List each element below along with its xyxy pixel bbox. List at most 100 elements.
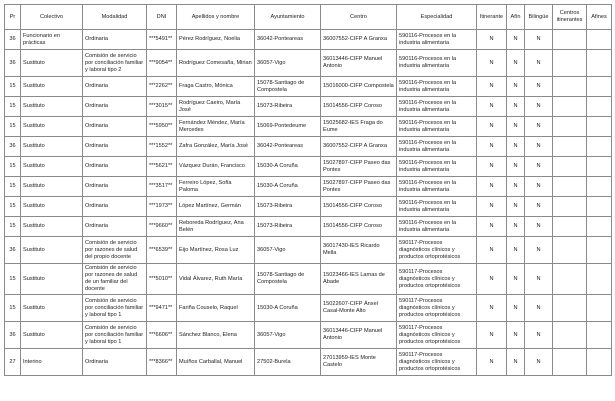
- cell-ayuntamiento: 36057-Vigo: [254, 321, 321, 349]
- cell-bilingue: N: [524, 216, 553, 237]
- cell-apellidos-nombre: López Martínez, Germán: [176, 196, 255, 217]
- cell-ayuntamiento: 15078-Santiago de Compostela: [254, 76, 321, 97]
- table-row: 36 Funcionario en prácticas Ordinaria ***54…: [4, 29, 612, 50]
- cell-itinerante: N: [476, 321, 507, 349]
- cell-centro: 15014556-CIFP Coroso: [320, 216, 397, 237]
- cell-colectivo: Sustituto: [20, 263, 83, 295]
- cell-colectivo: Sustituto: [20, 96, 83, 117]
- cell-centro: 15027897-CIFP Paseo das Pontes: [320, 176, 397, 197]
- cell-itinerante: N: [476, 196, 507, 217]
- cell-ayuntamiento: 15073-Ribeira: [254, 196, 321, 217]
- cell-especialidad: 590116-Procesos en la industria alimenta…: [396, 196, 477, 217]
- cell-especialidad: 590116-Procesos en la industria alimenta…: [396, 156, 477, 177]
- header-modalidad: Modalidad: [82, 4, 147, 30]
- header-centro: Centro: [320, 4, 397, 30]
- cell-modalidad: Comisión de servicio por razones de salu…: [82, 236, 147, 264]
- cell-itinerante: N: [476, 236, 507, 264]
- cell-centros-itinerantes: [552, 348, 587, 376]
- cell-colectivo: Funcionario en prácticas: [20, 29, 83, 50]
- cell-centro: 36013446-CIFP Manuel Antonio: [320, 321, 397, 349]
- cell-bilingue: N: [524, 29, 553, 50]
- cell-centro: 15014556-CIFP Coroso: [320, 96, 397, 117]
- cell-afin: N: [506, 156, 525, 177]
- cell-afines: [586, 96, 612, 117]
- cell-dni: ***3517**: [146, 176, 177, 197]
- cell-especialidad: 590117-Procesos diagnósticos clínicos y …: [396, 263, 477, 295]
- cell-dni: ***3015**: [146, 96, 177, 117]
- cell-afines: [586, 76, 612, 97]
- cell-especialidad: 590116-Procesos en la industria alimenta…: [396, 176, 477, 197]
- cell-bilingue: N: [524, 294, 553, 322]
- header-ayuntamiento: Ayuntamiento: [254, 4, 321, 30]
- header-apellidos-nombre: Apellidos y nombre: [176, 4, 255, 30]
- cell-especialidad: 590116-Procesos en la industria alimenta…: [396, 116, 477, 137]
- cell-dni: ***9471**: [146, 294, 177, 322]
- cell-afines: [586, 156, 612, 177]
- cell-modalidad: Ordinaria: [82, 348, 147, 376]
- header-colectivo: Colectivo: [20, 4, 83, 30]
- table-row: 15 Sustituto Ordinaria ***2262** Fraga Castr…: [4, 76, 612, 97]
- cell-colectivo: Sustituto: [20, 49, 83, 77]
- cell-centros-itinerantes: [552, 156, 587, 177]
- cell-pr: 15: [4, 263, 21, 295]
- cell-modalidad: Ordinaria: [82, 156, 147, 177]
- cell-modalidad: Ordinaria: [82, 76, 147, 97]
- header-centros-itinerantes: Centros itinerantes: [552, 4, 587, 30]
- cell-modalidad: Ordinaria: [82, 136, 147, 157]
- cell-afin: N: [506, 321, 525, 349]
- cell-afin: N: [506, 196, 525, 217]
- cell-modalidad: Ordinaria: [82, 29, 147, 50]
- cell-centros-itinerantes: [552, 321, 587, 349]
- table-row: 15 Sustituto Ordinaria ***5621** Vázquez Dur…: [4, 156, 612, 177]
- cell-ayuntamiento: 36042-Ponteareas: [254, 29, 321, 50]
- cell-centros-itinerantes: [552, 236, 587, 264]
- cell-itinerante: N: [476, 294, 507, 322]
- cell-ayuntamiento: 15069-Pontedeume: [254, 116, 321, 137]
- header-row: Pr Colectivo Modalidad DNI Apellidos y nombr…: [4, 4, 612, 30]
- cell-ayuntamiento: 36042-Ponteareas: [254, 136, 321, 157]
- cell-centro: 36013446-CIFP Manuel Antonio: [320, 49, 397, 77]
- cell-dni: ***2262**: [146, 76, 177, 97]
- table-row: 36 Sustituto Comisión de servicio por conc…: [4, 321, 612, 349]
- cell-ayuntamiento: 15030-A Coruña: [254, 294, 321, 322]
- cell-pr: 36: [4, 321, 21, 349]
- cell-colectivo: Sustituto: [20, 136, 83, 157]
- cell-bilingue: N: [524, 348, 553, 376]
- cell-apellidos-nombre: Muíños Carballal, Manuel: [176, 348, 255, 376]
- cell-afin: N: [506, 49, 525, 77]
- cell-pr: 15: [4, 176, 21, 197]
- cell-afin: N: [506, 236, 525, 264]
- cell-afin: N: [506, 76, 525, 97]
- cell-afines: [586, 294, 612, 322]
- cell-especialidad: 590116-Procesos en la industria alimenta…: [396, 29, 477, 50]
- cell-afines: [586, 49, 612, 77]
- cell-dni: ***1552**: [146, 136, 177, 157]
- header-especialidad: Especialidad: [396, 4, 477, 30]
- cell-ayuntamiento: 36057-Vigo: [254, 236, 321, 264]
- cell-pr: 15: [4, 156, 21, 177]
- cell-apellidos-nombre: Rodríguez Caeiro, María José: [176, 96, 255, 117]
- cell-afines: [586, 196, 612, 217]
- table-row: 27 Interino Ordinaria ***8366** Muíños Carba…: [4, 348, 612, 376]
- cell-centro: 15016000-CIFP Compostela: [320, 76, 397, 97]
- cell-itinerante: N: [476, 176, 507, 197]
- table-row: 36 Sustituto Comisión de servicio por razo…: [4, 236, 612, 264]
- table-row: 36 Sustituto Comisión de servicio por conc…: [4, 49, 612, 77]
- cell-bilingue: N: [524, 49, 553, 77]
- cell-afin: N: [506, 96, 525, 117]
- cell-apellidos-nombre: Zafra González, María José: [176, 136, 255, 157]
- cell-afines: [586, 263, 612, 295]
- cell-afines: [586, 236, 612, 264]
- cell-pr: 15: [4, 294, 21, 322]
- cell-modalidad: Ordinaria: [82, 196, 147, 217]
- cell-pr: 15: [4, 96, 21, 117]
- cell-dni: ***9054**: [146, 49, 177, 77]
- cell-ayuntamiento: 36057-Vigo: [254, 49, 321, 77]
- cell-centro: 36017430-IES Ricardo Mella: [320, 236, 397, 264]
- header-itinerante: Itinerante: [476, 4, 507, 30]
- header-pr: Pr: [4, 4, 21, 30]
- cell-modalidad: Ordinaria: [82, 96, 147, 117]
- cell-dni: ***6606**: [146, 321, 177, 349]
- cell-modalidad: Comisión de servicio por conciliación fa…: [82, 49, 147, 77]
- cell-centro: 15023466-IES Lamas de Abade: [320, 263, 397, 295]
